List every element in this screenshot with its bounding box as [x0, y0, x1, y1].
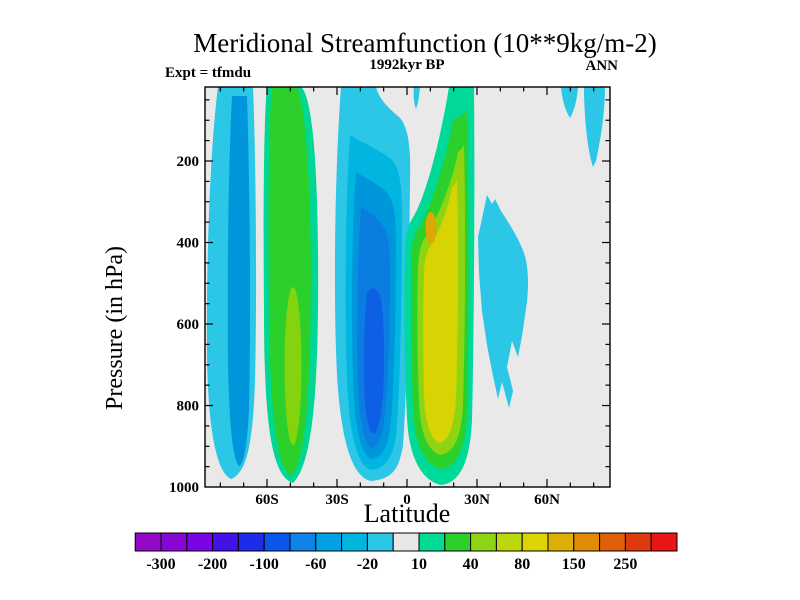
colorbar-cell-7: [315, 532, 343, 552]
colorbar-labels: -300 -200 -100 -60 -20 10 40 80 150 250: [146, 556, 637, 573]
colorbar-cell-20: [650, 532, 678, 552]
colorbar-cell-1: [160, 532, 188, 552]
y-tick-1000: 1000: [169, 480, 199, 496]
x-tick-30n: 30N: [464, 492, 490, 508]
colorbar-cell-4: [237, 532, 265, 552]
colorbar-cell-2: [186, 532, 214, 552]
colorbar-cell-5: [263, 532, 291, 552]
contour-southern-positive-cell-core: [284, 287, 302, 445]
contour-northern-hadley-maximum-spot: [425, 212, 437, 244]
x-tick-0: 0: [403, 492, 411, 508]
x-tick-60n: 60N: [534, 492, 560, 508]
colorbar-cell-12: [444, 532, 472, 552]
cbar-label-n300: -300: [146, 556, 175, 573]
colorbar: [134, 532, 678, 552]
contour-northern-hadley-yellow: [423, 180, 459, 443]
colorbar-cell-6: [289, 532, 317, 552]
y-axis-label: Pressure (in hPa): [102, 246, 128, 410]
colorbar-cell-17: [573, 532, 601, 552]
cbar-label-n100: -100: [250, 556, 279, 573]
colorbar-cell-3: [212, 532, 239, 552]
colorbar-cell-14: [495, 532, 523, 552]
colorbar-cell-11: [418, 532, 446, 552]
colorbar-cell-16: [547, 532, 575, 552]
x-tick-60s: 60S: [255, 492, 278, 508]
contour-southern-hadley-spike: [413, 87, 420, 109]
x-axis-label: Latitude: [364, 499, 451, 528]
cbar-label-250: 250: [613, 556, 637, 573]
colorbar-cell-0: [134, 532, 162, 552]
colorbar-cell-8: [341, 532, 368, 552]
cbar-label-150: 150: [562, 556, 586, 573]
y-tick-labels: 200 400 600 800 1000: [169, 154, 199, 496]
colorbar-cell-10: [392, 532, 420, 552]
contour-northern-streak-1: [561, 87, 578, 118]
contour-antarctic-cell-core: [227, 96, 251, 466]
y-tick-400: 400: [177, 236, 200, 252]
axis-ticks: [205, 87, 610, 487]
contour-field: [206, 87, 605, 485]
colorbar-cell-19: [624, 532, 652, 552]
cbar-label-80: 80: [514, 556, 530, 573]
subtitle-time: 1992kyr BP: [369, 57, 444, 73]
cbar-label-n60: -60: [305, 556, 326, 573]
y-tick-200: 200: [177, 154, 200, 170]
cbar-label-10: 10: [411, 556, 427, 573]
subtitle-season: ANN: [586, 58, 619, 74]
colorbar-cell-15: [521, 532, 549, 552]
x-tick-30s: 30S: [325, 492, 348, 508]
subtitle-experiment: Expt = tfmdu: [165, 65, 251, 81]
plot-title: Meridional Streamfunction (10**9kg/m-2): [193, 28, 656, 58]
colorbar-cell-9: [366, 532, 394, 552]
y-tick-800: 800: [177, 399, 200, 415]
colorbar-cell-18: [599, 532, 626, 552]
contour-northern-streak-2: [584, 87, 605, 167]
y-tick-600: 600: [177, 317, 200, 333]
contour-northern-midlat-patch: [478, 195, 528, 408]
cbar-label-n20: -20: [357, 556, 378, 573]
colorbar-cell-13: [470, 532, 497, 552]
cbar-label-40: 40: [463, 556, 479, 573]
x-tick-labels: 60S 30S 0 30N 60N: [255, 492, 560, 508]
cbar-label-n200: -200: [198, 556, 227, 573]
contour-southern-hadley-core: [363, 288, 384, 434]
